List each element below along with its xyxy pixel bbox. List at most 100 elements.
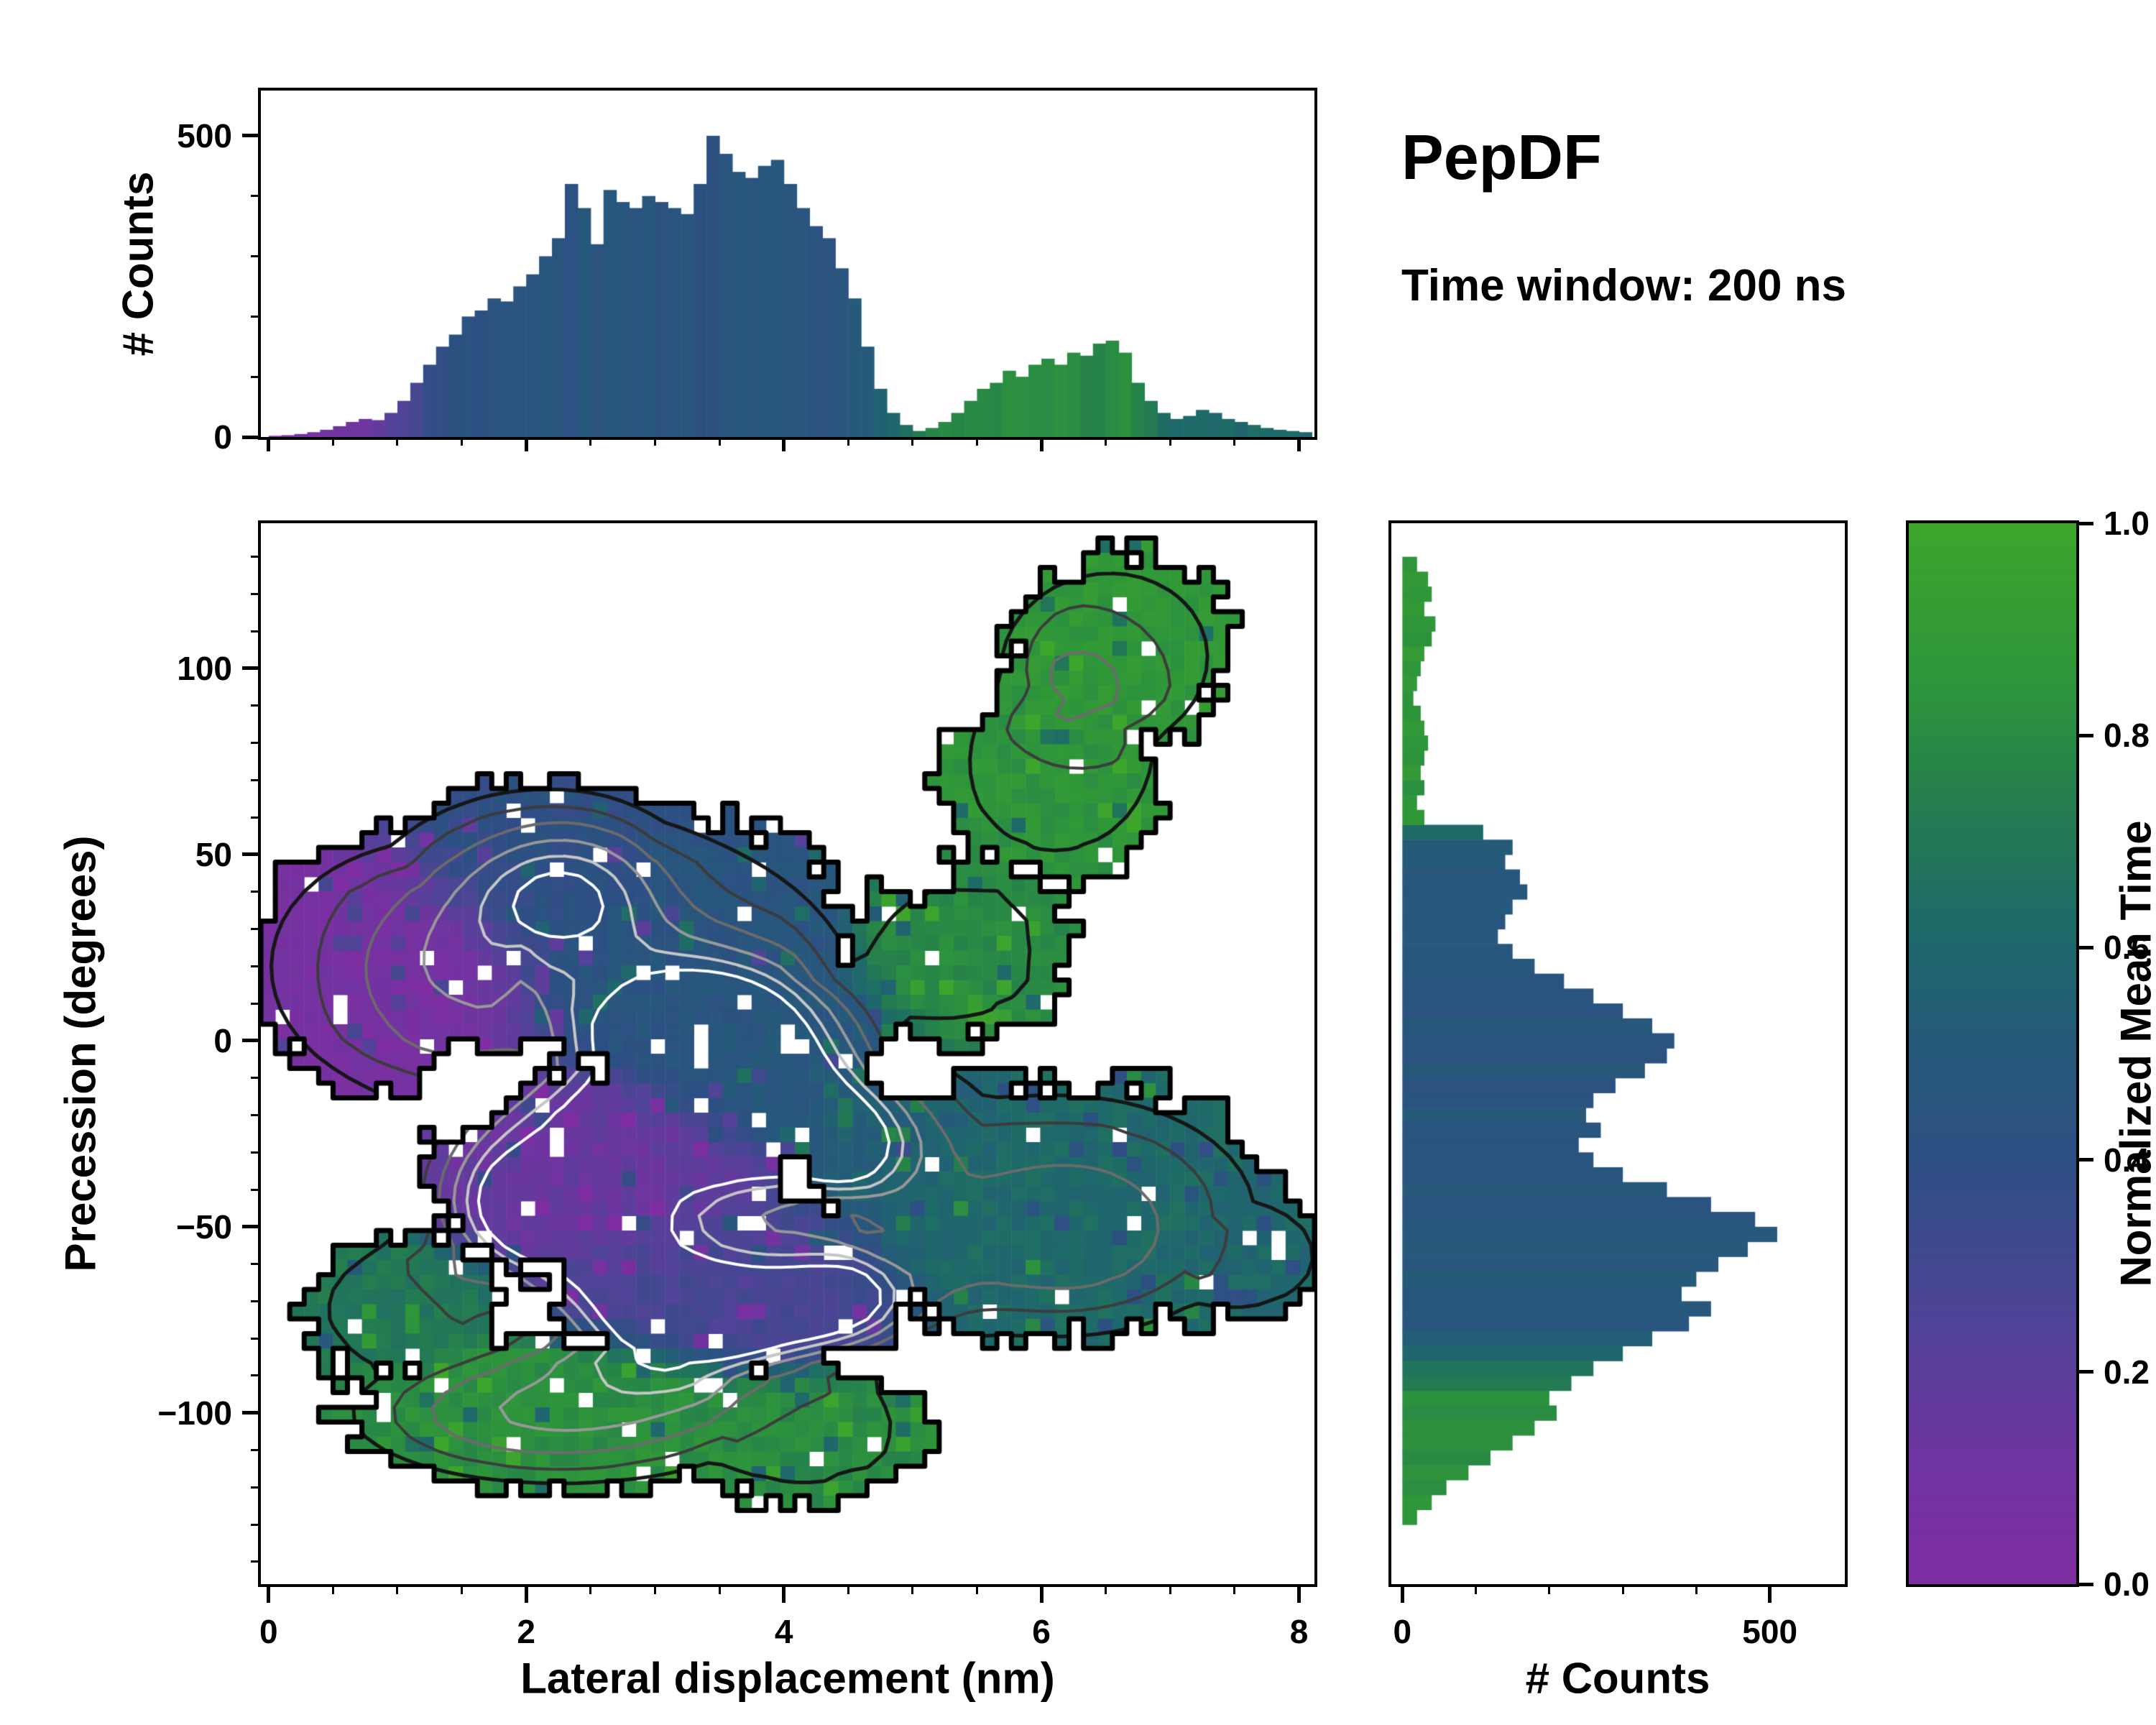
top-hist-y-minor-tick: [251, 255, 261, 258]
main-x-major-tick: [1296, 1584, 1301, 1603]
colorbar-tick: [2076, 945, 2093, 949]
main-heatmap-canvas: [261, 523, 1314, 1584]
top-hist-x-major-tick: [782, 437, 786, 451]
main-y-minor-tick: [251, 1560, 261, 1563]
main-y-minor-tick: [251, 891, 261, 893]
top-hist-x-major-tick: [267, 437, 271, 451]
main-y-minor-tick: [251, 1113, 261, 1116]
main-y-minor-tick: [251, 1151, 261, 1154]
colorbar-tick-label: 0.6: [2104, 929, 2150, 967]
main-y-major-tick: [242, 1225, 261, 1229]
right-hist-xlabel: # Counts: [1525, 1654, 1710, 1703]
main-y-major-tick: [242, 852, 261, 857]
main-y-minor-tick: [251, 556, 261, 558]
top-hist-y-major-tick: [242, 435, 261, 439]
main-y-minor-tick: [251, 778, 261, 781]
colorbar-tick: [2076, 521, 2093, 525]
main-x-minor-tick: [396, 1584, 399, 1594]
main-x-minor-tick: [331, 1584, 334, 1594]
top-hist-x-minor-tick: [1105, 437, 1107, 446]
main-x-tick-label: 8: [1289, 1613, 1309, 1650]
top-hist-x-minor-tick: [461, 437, 464, 446]
right-hist-x-minor-tick: [1548, 1584, 1551, 1594]
main-x-minor-tick: [911, 1584, 914, 1594]
colorbar-tick-label: 0.0: [2104, 1565, 2150, 1603]
colorbar-tick-label: 0.8: [2104, 717, 2150, 755]
right-hist-x-major-tick: [1768, 1584, 1772, 1603]
colorbar-tick: [2076, 1370, 2093, 1374]
main-y-minor-tick: [251, 1300, 261, 1302]
main-x-major-tick: [524, 1584, 528, 1603]
top-hist-y-minor-tick: [251, 375, 261, 378]
main-x-minor-tick: [718, 1584, 721, 1594]
main-x-tick-label: 6: [1032, 1613, 1051, 1650]
main-y-minor-tick: [251, 1002, 261, 1005]
main-x-minor-tick: [1169, 1584, 1171, 1594]
right-hist-x-major-tick: [1400, 1584, 1404, 1603]
main-x-minor-tick: [653, 1584, 656, 1594]
time-window-label: Time window: 200 ns: [1401, 261, 1847, 310]
colorbar-label: Normalized Mean Time: [2111, 820, 2156, 1287]
right-hist-x-minor-tick: [1475, 1584, 1478, 1594]
main-x-minor-tick: [589, 1584, 592, 1594]
main-x-tick-label: 0: [259, 1613, 278, 1650]
top-hist-y-tick-label: 500: [177, 116, 232, 155]
main-y-major-tick: [242, 666, 261, 671]
dataset-label: PepDF: [1401, 121, 1602, 193]
top-hist-x-major-tick: [524, 437, 528, 451]
top-hist-x-minor-tick: [589, 437, 592, 446]
main-y-minor-tick: [251, 1449, 261, 1452]
top-hist-x-major-tick: [1296, 437, 1301, 451]
main-y-tick-label: −100: [157, 1394, 232, 1432]
main-y-minor-tick: [251, 965, 261, 967]
main-y-minor-tick: [251, 1263, 261, 1266]
top-hist-y-minor-tick: [251, 315, 261, 318]
main-x-minor-tick: [1233, 1584, 1236, 1594]
top-hist-x-minor-tick: [653, 437, 656, 446]
colorbar-tick-label: 1.0: [2104, 505, 2150, 542]
main-y-minor-tick: [251, 816, 261, 819]
top-hist-y-major-tick: [242, 134, 261, 138]
main-y-minor-tick: [251, 1523, 261, 1526]
main-x-tick-label: 4: [774, 1613, 793, 1650]
main-y-major-tick: [242, 1411, 261, 1415]
top-hist-x-minor-tick: [911, 437, 914, 446]
top-histogram-canvas: [261, 91, 1314, 437]
main-x-minor-tick: [847, 1584, 849, 1594]
top-hist-x-minor-tick: [847, 437, 849, 446]
top-hist-x-minor-tick: [331, 437, 334, 446]
main-y-minor-tick: [251, 630, 261, 632]
main-x-major-tick: [267, 1584, 271, 1603]
right-histogram-canvas: [1391, 523, 1845, 1584]
main-y-minor-tick: [251, 1374, 261, 1377]
main-x-minor-tick: [461, 1584, 464, 1594]
top-hist-y-tick-label: 0: [213, 418, 232, 456]
colorbar-tick: [2076, 1158, 2093, 1162]
main-y-minor-tick: [251, 1337, 261, 1340]
top-hist-x-minor-tick: [396, 437, 399, 446]
main-y-minor-tick: [251, 1077, 261, 1080]
right-hist-x-tick-label: 500: [1742, 1613, 1798, 1650]
colorbar-tick: [2076, 733, 2093, 737]
main-x-major-tick: [1039, 1584, 1044, 1603]
colorbar-canvas: [1909, 523, 2076, 1584]
main-x-minor-tick: [1105, 1584, 1107, 1594]
main-xlabel: Lateral displacement (nm): [520, 1654, 1055, 1703]
main-y-tick-label: 0: [213, 1021, 232, 1059]
right-hist-x-tick-label: 0: [1393, 1613, 1412, 1650]
main-x-minor-tick: [975, 1584, 978, 1594]
main-y-minor-tick: [251, 742, 261, 745]
top-hist-x-minor-tick: [718, 437, 721, 446]
main-y-tick-label: 100: [177, 649, 232, 687]
colorbar-tick: [2076, 1582, 2093, 1586]
top-hist-ylabel: # Counts: [114, 171, 162, 356]
main-x-tick-label: 2: [517, 1613, 535, 1650]
main-y-minor-tick: [251, 592, 261, 595]
right-hist-x-minor-tick: [1695, 1584, 1697, 1594]
right-hist-x-minor-tick: [1621, 1584, 1624, 1594]
top-hist-x-minor-tick: [1233, 437, 1236, 446]
main-y-tick-label: −50: [175, 1208, 232, 1246]
main-ylabel: Precession (degrees): [56, 835, 105, 1272]
main-y-minor-tick: [251, 704, 261, 707]
